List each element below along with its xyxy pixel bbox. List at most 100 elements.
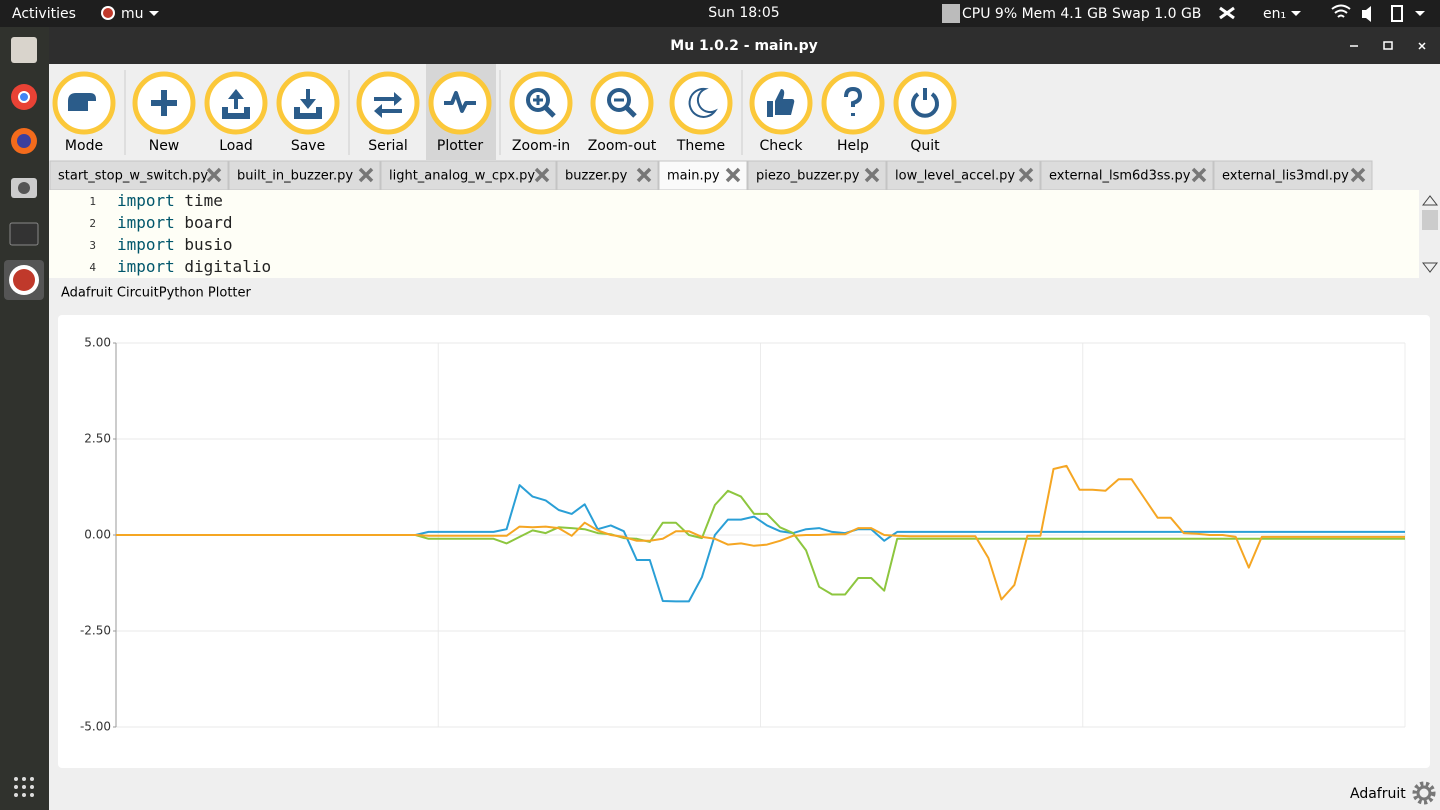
button-ring[interactable] xyxy=(509,71,573,135)
language[interactable]: en₁ xyxy=(1263,6,1286,22)
button-label[interactable]: Help xyxy=(837,138,869,154)
code-line: import busio xyxy=(117,235,233,254)
tab[interactable] xyxy=(1213,160,1373,191)
tab-label[interactable]: buzzer.py xyxy=(565,169,628,184)
tab-close[interactable] xyxy=(1191,167,1207,183)
dock-terminal[interactable] xyxy=(9,222,39,246)
button-icon xyxy=(767,89,795,117)
button-label[interactable]: Save xyxy=(291,138,325,154)
dock-chrome-center xyxy=(18,91,30,103)
tab-close[interactable] xyxy=(1018,167,1034,183)
tab-label[interactable]: external_lsm6d3ss.py xyxy=(1049,169,1191,184)
button-label[interactable]: Theme xyxy=(676,138,725,154)
button-icon xyxy=(911,88,939,118)
button-label[interactable]: Serial xyxy=(368,138,408,154)
code-line: import board xyxy=(117,213,233,232)
scroll-arrows[interactable] xyxy=(1421,195,1439,273)
app-icon-inner xyxy=(103,8,113,18)
button-ring[interactable] xyxy=(356,71,420,135)
activities[interactable]: Activities xyxy=(12,6,76,22)
scroll-thumb[interactable] xyxy=(1422,210,1438,230)
tab-label[interactable]: light_analog_w_cpx.py xyxy=(389,169,535,184)
identifier: time xyxy=(184,191,223,210)
button-ring[interactable] xyxy=(893,71,957,135)
tab[interactable] xyxy=(747,160,887,191)
tab-close[interactable] xyxy=(725,167,741,183)
button-label[interactable]: Zoom-in xyxy=(512,138,570,154)
y-tick-label: -5.00 xyxy=(80,720,111,734)
tab[interactable] xyxy=(228,160,381,191)
tab-close[interactable] xyxy=(864,167,880,183)
y-tick-label: 0.00 xyxy=(84,528,111,542)
identifier: digitalio xyxy=(184,257,271,276)
tab-close[interactable] xyxy=(1350,167,1366,183)
scrollbar[interactable] xyxy=(1419,190,1440,278)
button-icon xyxy=(607,88,637,118)
icon-shape xyxy=(844,86,863,116)
tab-label[interactable]: external_lis3mdl.py xyxy=(1222,169,1349,184)
icon-shape xyxy=(688,87,718,118)
icon-shape xyxy=(607,88,631,112)
y-tick-label: -2.50 xyxy=(80,624,111,638)
dock-mu-inner xyxy=(13,269,35,291)
tab[interactable] xyxy=(380,160,557,191)
tab-label[interactable]: start_stop_w_switch.py xyxy=(58,169,208,184)
keyword: import xyxy=(117,257,175,276)
button-label[interactable]: Check xyxy=(759,138,803,154)
keyword: import xyxy=(117,191,175,210)
icon-shape xyxy=(767,89,795,117)
button-label[interactable]: New xyxy=(149,138,180,154)
dock-files[interactable] xyxy=(11,37,37,63)
line-number: 1 xyxy=(89,195,96,208)
icon-shape xyxy=(533,95,543,105)
keyword: import xyxy=(117,213,175,232)
button-icon xyxy=(444,91,476,113)
icon-shape xyxy=(294,89,322,119)
maximize[interactable] xyxy=(1383,41,1393,50)
tab-label[interactable]: low_level_accel.py xyxy=(895,169,1015,184)
app-menu[interactable]: mu xyxy=(121,6,144,22)
plotter-title: Adafruit CircuitPython Plotter xyxy=(61,286,252,301)
dropbox-icon xyxy=(1219,6,1235,20)
button-label[interactable]: Plotter xyxy=(437,138,483,154)
button-icon xyxy=(526,88,556,118)
editor xyxy=(49,190,1419,278)
button-icon xyxy=(151,90,177,116)
icon-shape xyxy=(911,92,939,118)
icon-shape xyxy=(222,89,250,119)
icon-shape xyxy=(624,105,637,118)
system-monitor[interactable]: CPU 9% Mem 4.1 GB Swap 1.0 GB xyxy=(962,6,1201,22)
tab-label[interactable]: piezo_buzzer.py xyxy=(756,169,860,184)
plot-panel xyxy=(58,315,1430,768)
tab-label[interactable]: main.py xyxy=(667,169,720,184)
icon-shape xyxy=(68,93,96,111)
wifi-icon xyxy=(1331,4,1351,18)
close[interactable] xyxy=(1418,42,1426,50)
icon-shape xyxy=(374,92,402,118)
button-ring[interactable] xyxy=(590,71,654,135)
tab-close[interactable] xyxy=(636,167,652,183)
tab-close[interactable] xyxy=(358,167,374,183)
clock[interactable]: Sun 18:05 xyxy=(708,5,779,21)
tab-label[interactable]: built_in_buzzer.py xyxy=(237,169,353,184)
identifier: board xyxy=(184,213,232,232)
dock-apps-grid[interactable] xyxy=(14,777,34,797)
title-bar xyxy=(49,27,1440,64)
button-label[interactable]: Quit xyxy=(910,138,940,154)
dock-camera-lens xyxy=(18,182,30,194)
button-icon xyxy=(374,92,402,118)
y-tick-label: 2.50 xyxy=(84,432,111,446)
button-label[interactable]: Zoom-out xyxy=(588,138,657,154)
button-ring[interactable] xyxy=(669,71,733,135)
tab-close[interactable] xyxy=(534,167,550,183)
button-label[interactable]: Load xyxy=(219,138,253,154)
status-mode: Adafruit xyxy=(1350,786,1406,802)
dock-firefox-globe xyxy=(17,134,31,148)
button-icon xyxy=(222,89,250,119)
icon-shape xyxy=(151,90,177,116)
button-label[interactable]: Mode xyxy=(65,138,103,154)
sysmon-graph xyxy=(942,4,960,23)
window-title: Mu 1.0.2 - main.py xyxy=(670,38,817,54)
settings-gear[interactable] xyxy=(1412,781,1436,805)
tab-close[interactable] xyxy=(206,167,222,183)
